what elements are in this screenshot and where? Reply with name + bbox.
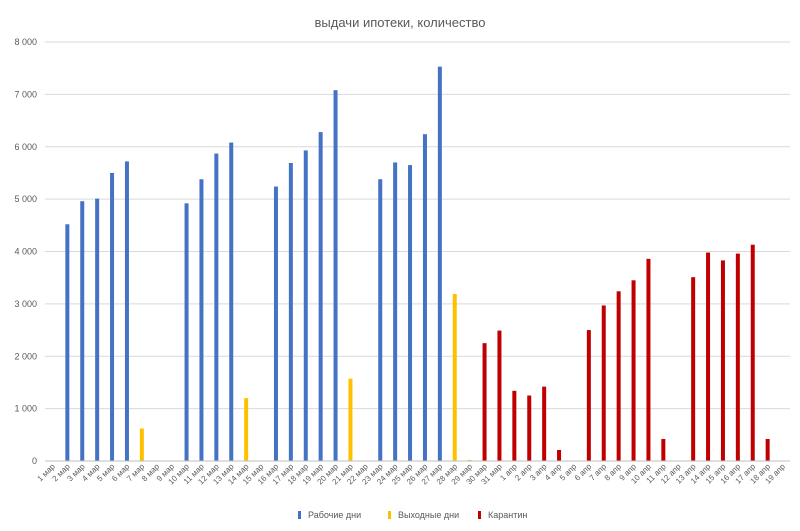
bar-3-49 xyxy=(765,439,770,461)
bar-3-42 xyxy=(661,439,666,461)
bar-1-13 xyxy=(229,142,234,461)
bar-3-34 xyxy=(542,386,547,461)
chart-title: выдачи ипотеки, количество xyxy=(315,15,486,30)
bar-3-38 xyxy=(601,305,606,461)
bars xyxy=(65,66,770,462)
bar-1-26 xyxy=(422,134,427,461)
bar-1-4 xyxy=(95,198,100,461)
bar-2-21 xyxy=(348,378,353,461)
bar-1-12 xyxy=(214,153,219,461)
bar-1-24 xyxy=(393,162,398,461)
y-tick-label: 2 000 xyxy=(14,351,37,361)
bar-3-48 xyxy=(750,244,755,461)
bar-1-27 xyxy=(437,66,442,462)
bar-1-11 xyxy=(199,179,204,461)
bar-1-19 xyxy=(318,132,323,461)
bar-3-37 xyxy=(586,330,591,461)
bar-3-47 xyxy=(735,253,740,461)
bar-1-18 xyxy=(303,150,308,461)
y-tick-label: 7 000 xyxy=(14,89,37,99)
bar-2-29 xyxy=(467,459,472,461)
bar-1-20 xyxy=(333,90,338,461)
bar-1-17 xyxy=(288,162,293,461)
bar-1-2 xyxy=(65,224,70,461)
bar-3-41 xyxy=(646,258,651,461)
bar-3-45 xyxy=(706,252,711,461)
bar-2-28 xyxy=(452,293,457,461)
legend: Рабочие дни Выходные дни Карантин xyxy=(298,510,527,520)
y-tick-label: 8 000 xyxy=(14,37,37,47)
y-tick-label: 3 000 xyxy=(14,299,37,309)
bar-1-5 xyxy=(110,172,115,461)
bar-3-40 xyxy=(631,280,636,461)
bar-2-14 xyxy=(244,398,249,461)
bar-1-23 xyxy=(378,179,383,461)
bar-1-16 xyxy=(273,186,278,461)
legend-label-3: Карантин xyxy=(488,510,527,520)
legend-swatch-3 xyxy=(478,511,481,519)
legend-swatch-2 xyxy=(388,511,391,519)
legend-label-2: Выходные дни xyxy=(398,510,459,520)
bar-3-44 xyxy=(691,277,696,461)
y-tick-label: 0 xyxy=(32,456,37,466)
y-tick-label: 6 000 xyxy=(14,142,37,152)
bar-3-32 xyxy=(512,390,517,461)
bar-3-30 xyxy=(482,343,487,461)
bar-1-6 xyxy=(124,161,129,462)
bar-2-7 xyxy=(139,428,144,461)
y-tick-label: 1 000 xyxy=(14,404,37,414)
bar-1-25 xyxy=(408,165,413,462)
bar-3-39 xyxy=(616,291,621,461)
y-axis-ticks: 0 1 000 2 000 3 000 4 000 5 000 6 000 7 000 8 00… xyxy=(14,37,37,466)
bar-3-35 xyxy=(557,450,562,461)
y-tick-label: 5 000 xyxy=(14,194,37,204)
y-tick-label: 4 000 xyxy=(14,247,37,257)
legend-swatch-1 xyxy=(298,511,301,519)
bar-3-33 xyxy=(527,395,532,461)
bar-3-31 xyxy=(497,330,502,461)
bar-3-46 xyxy=(720,260,725,461)
bar-1-10 xyxy=(184,203,189,461)
legend-label-1: Рабочие дни xyxy=(308,510,361,520)
gridlines xyxy=(45,41,790,410)
bar-1-3 xyxy=(80,201,85,461)
